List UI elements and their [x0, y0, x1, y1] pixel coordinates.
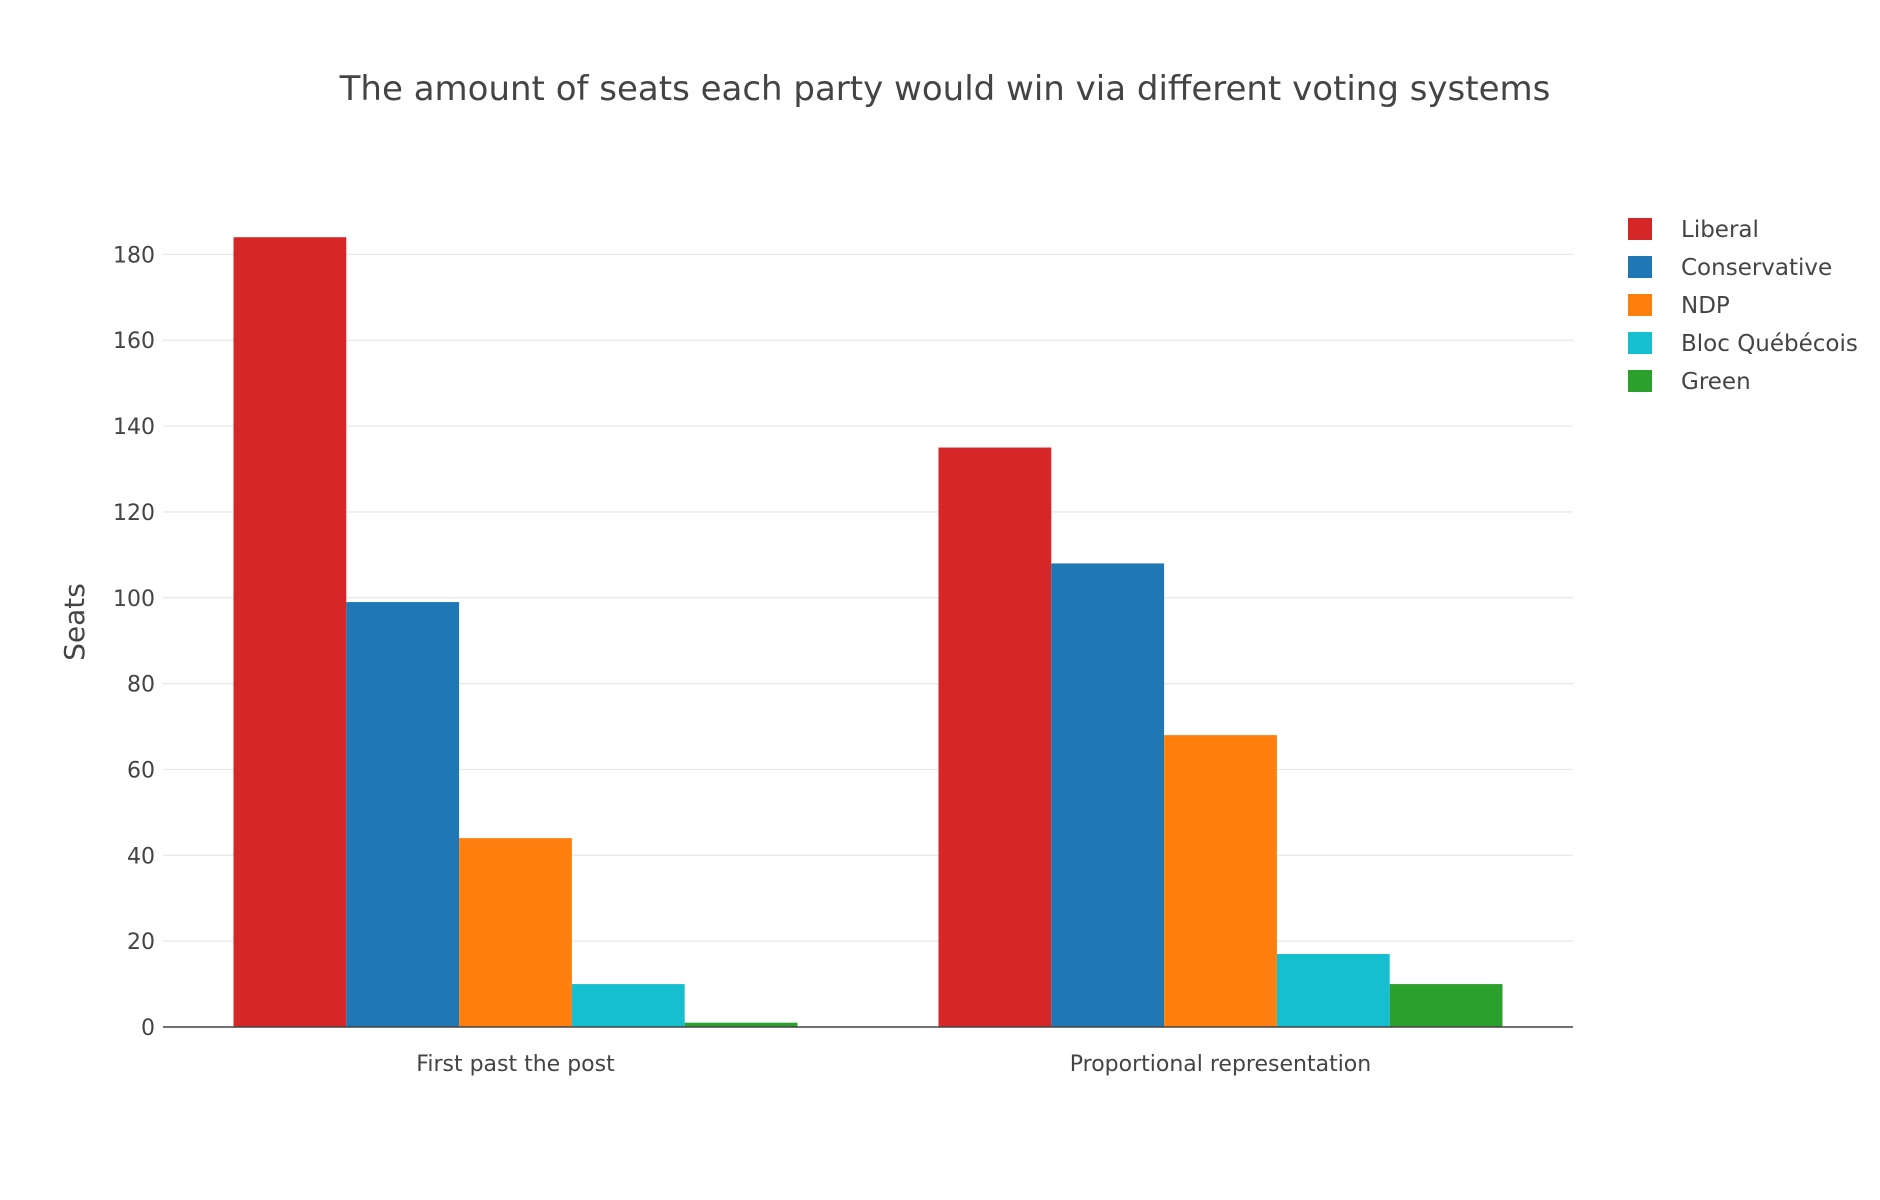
legend-label: Liberal	[1681, 217, 1759, 243]
bar	[1164, 735, 1277, 1027]
bar	[938, 447, 1052, 1027]
y-tick-label: 0	[141, 1016, 155, 1041]
y-tick-label: 120	[113, 501, 155, 526]
legend-swatch	[1628, 256, 1652, 278]
legend-item[interactable]: Bloc Québécois	[1628, 331, 1858, 357]
bar	[571, 984, 685, 1027]
chart-title: The amount of seats each party would win…	[339, 69, 1551, 109]
x-tick-label: Proportional representation	[1070, 1052, 1371, 1077]
y-tick-label: 180	[113, 243, 155, 268]
y-axis-label: Seats	[58, 583, 91, 661]
legend-label: Green	[1681, 369, 1751, 395]
bar	[459, 838, 572, 1027]
y-axis-ticks: 0 20 40 60 80 100 120 140 160 180	[113, 243, 155, 1041]
y-tick-label: 140	[113, 415, 155, 440]
y-tick-label: 60	[127, 758, 155, 783]
bar	[684, 1022, 798, 1027]
legend-swatch	[1628, 294, 1652, 316]
legend-swatch	[1628, 370, 1652, 392]
legend-swatch	[1628, 218, 1652, 240]
legend-item[interactable]: Green	[1628, 369, 1751, 395]
bar	[1389, 984, 1503, 1027]
bar	[1276, 954, 1390, 1027]
legend-item[interactable]: Liberal	[1628, 217, 1759, 243]
y-tick-label: 80	[127, 673, 155, 698]
legend-item[interactable]: Conservative	[1628, 255, 1832, 281]
legend-label: Conservative	[1681, 255, 1832, 281]
x-tick-label: First past the post	[416, 1052, 615, 1077]
y-tick-label: 40	[127, 844, 155, 869]
y-tick-label: 160	[113, 329, 155, 354]
bars	[233, 237, 1503, 1027]
legend-label: Bloc Québécois	[1681, 331, 1858, 357]
legend-label: NDP	[1681, 293, 1730, 319]
x-axis-ticks: First past the post Proportional represen…	[416, 1052, 1371, 1077]
legend-item[interactable]: NDP	[1628, 293, 1730, 319]
bar	[1051, 563, 1165, 1027]
legend: Liberal Conservative NDP Bloc Québécois Gree…	[1628, 217, 1858, 395]
y-tick-label: 20	[127, 930, 155, 955]
bar	[233, 237, 347, 1027]
y-tick-label: 100	[113, 587, 155, 612]
legend-swatch	[1628, 332, 1652, 354]
bar	[346, 602, 460, 1027]
